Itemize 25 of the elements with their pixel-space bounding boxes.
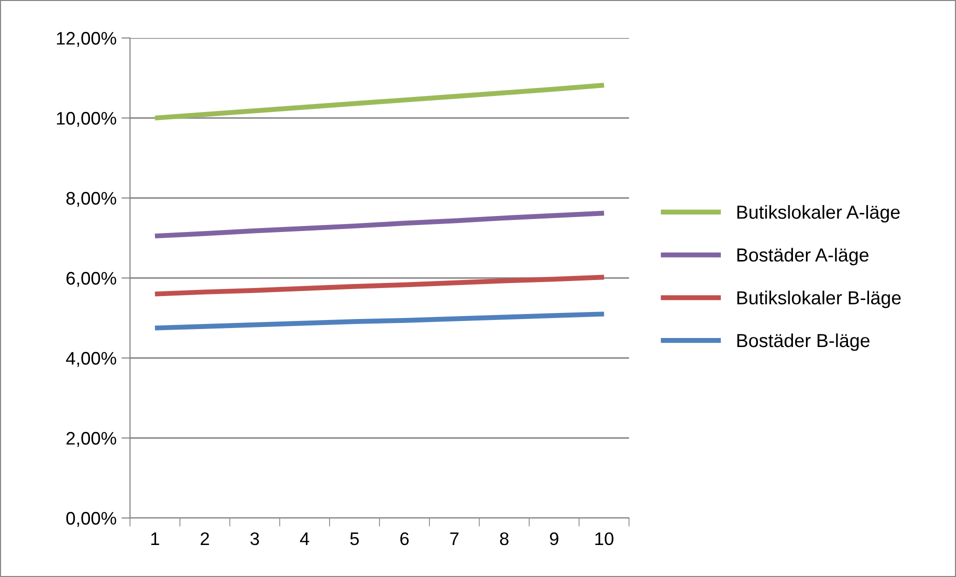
line-series xyxy=(152,312,606,330)
x-tick-label: 8 xyxy=(500,532,508,546)
legend-label: Bostäder B-läge xyxy=(737,333,870,351)
x-tick-label: 10 xyxy=(595,532,614,546)
y-tick-label: 2,00% xyxy=(66,432,116,447)
y-tick-label: 10,00% xyxy=(56,112,116,127)
y-tick-label: 6,00% xyxy=(66,272,116,287)
line-series xyxy=(152,274,606,296)
x-tick-label: 3 xyxy=(250,532,259,546)
legend-label: Bostäder A-läge xyxy=(737,248,868,266)
y-tick-label: 4,00% xyxy=(66,352,116,367)
y-tick-label: 0,00% xyxy=(66,512,116,527)
y-tick-label: 12,00% xyxy=(56,32,116,47)
x-tick-label: 7 xyxy=(450,532,458,545)
x-tick-label: 5 xyxy=(350,532,359,546)
x-tick-label: 2 xyxy=(200,532,209,545)
legend-label: Butikslokaler A-läge xyxy=(737,205,900,223)
y-tick-label: 8,00% xyxy=(66,192,116,207)
x-tick-label: 9 xyxy=(550,532,558,546)
legend-label: Butikslokaler B-läge xyxy=(737,290,901,308)
line-series xyxy=(152,210,606,238)
x-tick-label: 4 xyxy=(300,532,310,545)
x-tick-label: 1 xyxy=(151,532,160,545)
line-series xyxy=(152,82,606,120)
x-tick-label: 6 xyxy=(400,532,409,546)
